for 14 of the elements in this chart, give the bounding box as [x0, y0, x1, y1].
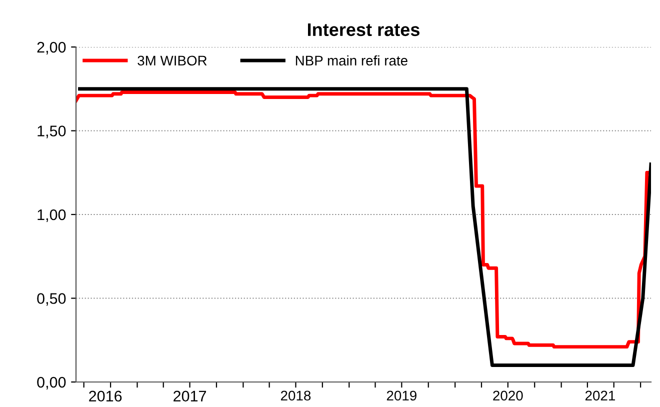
- x-tick-label: 2019: [386, 390, 416, 401]
- x-tick-label: 2020: [493, 390, 523, 401]
- x-tick-label: 2021: [585, 390, 615, 401]
- x-tick-label: 2017: [174, 390, 206, 402]
- x-tick-label: 2016: [89, 390, 122, 402]
- chart-title: Interest rates: [308, 23, 420, 36]
- x-tick-label: 2018: [280, 390, 311, 401]
- y-tick-label: 0,50: [37, 293, 66, 306]
- legend-label: NBP main refi rate: [296, 55, 408, 66]
- y-tick-label: 1,50: [38, 126, 66, 138]
- legend-label: 3M WIBOR: [138, 56, 207, 66]
- y-tick-label: 2,00: [37, 42, 66, 54]
- y-tick-label: 1,00: [38, 209, 66, 222]
- y-tick-label: 0,00: [37, 376, 66, 390]
